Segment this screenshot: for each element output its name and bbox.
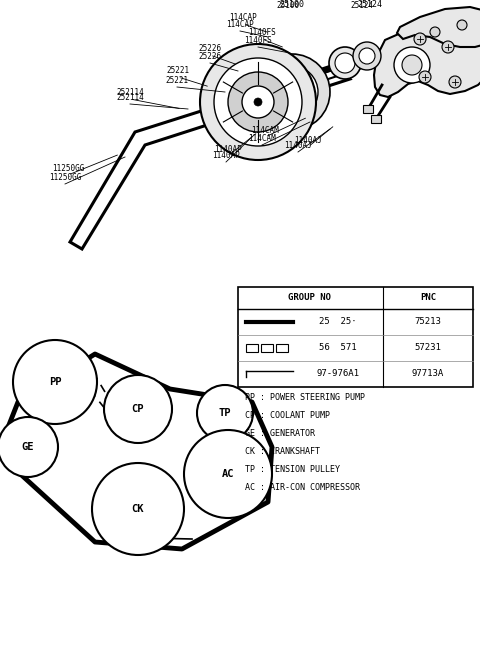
Text: AC: AC xyxy=(222,469,234,479)
Circle shape xyxy=(92,463,184,555)
Circle shape xyxy=(200,44,316,160)
Circle shape xyxy=(329,47,361,79)
Text: TP : TENSION PULLEY: TP : TENSION PULLEY xyxy=(245,464,340,474)
Text: GE : GENERATOR: GE : GENERATOR xyxy=(245,428,315,438)
Circle shape xyxy=(402,55,422,75)
Text: CK: CK xyxy=(132,504,144,514)
Text: 56  571: 56 571 xyxy=(319,344,357,353)
FancyBboxPatch shape xyxy=(371,115,381,123)
Text: 25124: 25124 xyxy=(358,0,383,9)
Text: 75213: 75213 xyxy=(415,317,442,327)
Text: 25  25·: 25 25· xyxy=(319,317,357,327)
Text: 25226: 25226 xyxy=(198,44,222,53)
Circle shape xyxy=(278,78,306,106)
FancyBboxPatch shape xyxy=(363,105,373,113)
Text: 252114: 252114 xyxy=(116,93,144,102)
Text: PNC: PNC xyxy=(420,294,436,302)
Text: GE: GE xyxy=(22,442,34,452)
Circle shape xyxy=(254,98,262,106)
Text: 97713A: 97713A xyxy=(412,369,444,378)
Circle shape xyxy=(449,76,461,88)
Text: PP : POWER STEERING PUMP: PP : POWER STEERING PUMP xyxy=(245,392,365,401)
Text: TP: TP xyxy=(219,408,231,418)
Circle shape xyxy=(394,47,430,83)
Text: 11250GG: 11250GG xyxy=(49,173,81,182)
Text: 25124: 25124 xyxy=(350,1,373,10)
Circle shape xyxy=(228,72,288,132)
Text: 1140AP: 1140AP xyxy=(212,151,240,160)
Circle shape xyxy=(254,54,330,130)
Circle shape xyxy=(0,417,58,477)
Bar xyxy=(246,344,258,352)
Text: CP : COOLANT PUMP: CP : COOLANT PUMP xyxy=(245,411,330,420)
Text: 114CAP: 114CAP xyxy=(226,20,254,29)
Text: 114CAM: 114CAM xyxy=(248,134,276,143)
Text: 25100: 25100 xyxy=(276,1,300,10)
Circle shape xyxy=(430,27,440,37)
Circle shape xyxy=(359,48,375,64)
Polygon shape xyxy=(397,7,480,47)
Circle shape xyxy=(104,375,172,443)
Text: 57231: 57231 xyxy=(415,344,442,353)
Text: 25221: 25221 xyxy=(166,76,189,85)
Circle shape xyxy=(197,385,253,441)
Circle shape xyxy=(414,33,426,45)
Text: 114CAP: 114CAP xyxy=(229,13,257,22)
Circle shape xyxy=(335,53,355,73)
Bar xyxy=(261,344,273,352)
Circle shape xyxy=(353,42,381,70)
Text: 1140AP: 1140AP xyxy=(214,145,242,154)
Text: AC : AIR-CON COMPRESSOR: AC : AIR-CON COMPRESSOR xyxy=(245,482,360,491)
Text: 1140FS: 1140FS xyxy=(244,36,272,45)
Text: 1140FS: 1140FS xyxy=(248,28,276,37)
Circle shape xyxy=(266,66,318,118)
Circle shape xyxy=(242,86,274,118)
Text: 25226: 25226 xyxy=(198,52,222,61)
Text: 25221: 25221 xyxy=(167,66,190,75)
Text: 97-976A1: 97-976A1 xyxy=(316,369,360,378)
Circle shape xyxy=(457,20,467,30)
Circle shape xyxy=(442,41,454,53)
Text: 114CAM: 114CAM xyxy=(251,126,279,135)
Polygon shape xyxy=(374,25,480,97)
Text: PP: PP xyxy=(49,377,61,387)
Text: CP: CP xyxy=(132,404,144,414)
Text: 252114: 252114 xyxy=(116,88,144,97)
Text: 1140AJ: 1140AJ xyxy=(294,136,322,145)
Text: CK : CRANKSHAFT: CK : CRANKSHAFT xyxy=(245,447,320,455)
Circle shape xyxy=(419,71,431,83)
Text: GROUP NO: GROUP NO xyxy=(288,294,332,302)
Bar xyxy=(276,344,288,352)
Bar xyxy=(238,287,473,387)
Circle shape xyxy=(214,58,302,146)
Circle shape xyxy=(13,340,97,424)
Text: 1140AJ: 1140AJ xyxy=(284,141,312,150)
Text: 11250GG: 11250GG xyxy=(52,164,84,173)
Text: 25100: 25100 xyxy=(279,0,304,9)
Circle shape xyxy=(184,430,272,518)
